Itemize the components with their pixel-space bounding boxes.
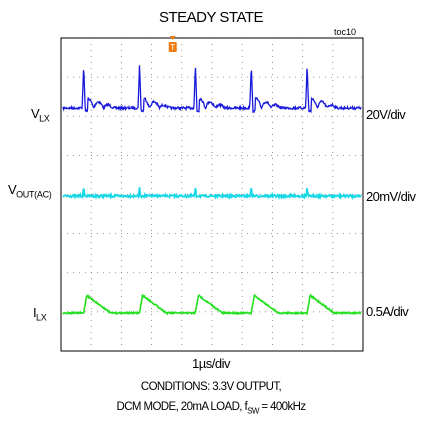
vlx-label: VLX: [31, 106, 50, 124]
x-axis-label: 1µs/div: [192, 356, 230, 371]
vout-label: VOUT(AC): [8, 182, 52, 200]
conditions-line-1: CONDITIONS: 3.3V OUTPUT,: [140, 381, 282, 393]
trigger-arrow: [169, 36, 176, 40]
vout-scale: 20mV/div: [366, 189, 416, 204]
trigger-marker-label: T: [170, 43, 175, 52]
vout-trace: [62, 187, 362, 201]
trigger-marker: [168, 42, 177, 52]
ilx-trace: [62, 293, 362, 316]
vlx-trace: [62, 65, 362, 114]
vlx-scale: 20V/div: [366, 107, 406, 122]
figure-tag: toc10: [334, 27, 357, 37]
ilx-scale: 0.5A/div: [366, 304, 409, 319]
ilx-label: ILX: [33, 305, 47, 323]
conditions-line-2: DCM MODE, 20mA LOAD, fSW = 400kHz: [116, 401, 307, 416]
chart-title: STEADY STATE: [158, 9, 264, 26]
